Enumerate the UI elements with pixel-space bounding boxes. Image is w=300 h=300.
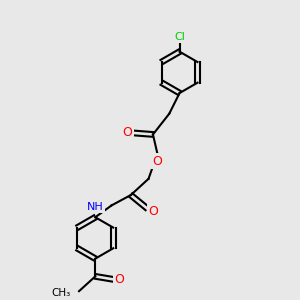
Text: NH: NH — [86, 202, 103, 212]
Text: O: O — [122, 127, 132, 140]
Text: Cl: Cl — [174, 32, 185, 42]
Text: O: O — [115, 273, 124, 286]
Text: O: O — [152, 154, 162, 168]
Text: O: O — [148, 205, 158, 218]
Text: CH₃: CH₃ — [51, 288, 70, 298]
